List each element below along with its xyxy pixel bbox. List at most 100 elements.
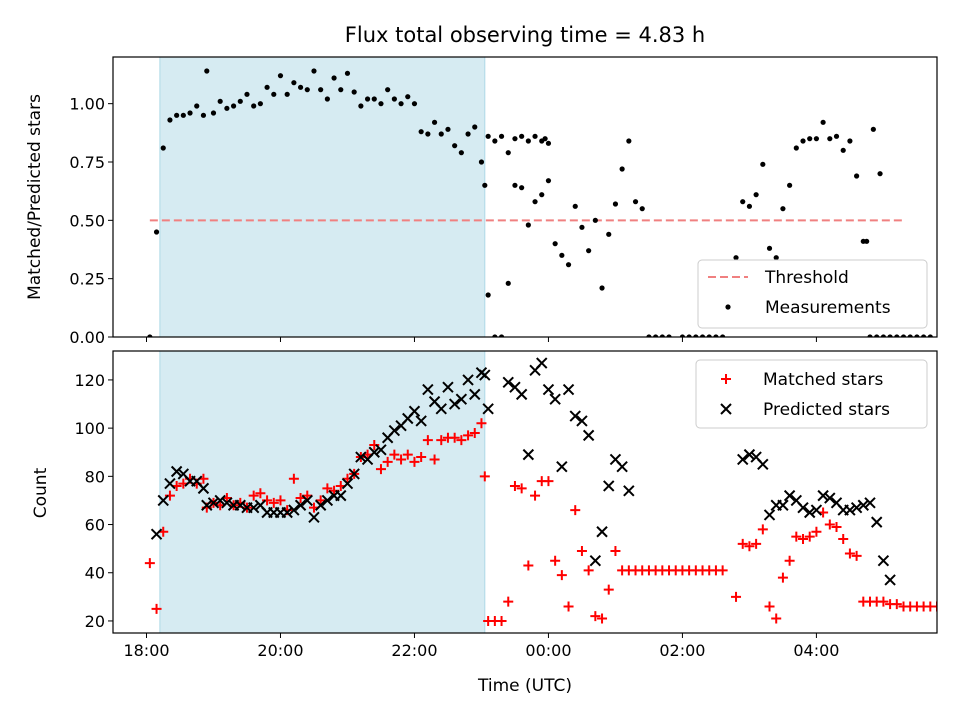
predicted-stars-point	[234, 499, 246, 511]
predicted-stars-point	[810, 504, 823, 516]
matched-stars-point	[932, 601, 937, 612]
measurements-point	[894, 334, 900, 337]
measurements-point	[579, 224, 585, 230]
measurements-point	[639, 206, 645, 212]
predicted-stars-point	[207, 497, 220, 509]
measurements-point	[411, 101, 418, 107]
measurements-point	[324, 96, 330, 102]
matched-stars-point	[315, 495, 326, 506]
measurements-point	[880, 334, 887, 337]
matched-stars-point	[764, 601, 775, 612]
x-tick-label: 22:00	[391, 641, 437, 660]
matched-stars-point	[583, 565, 594, 576]
measurements-point	[318, 87, 324, 93]
measurements-point	[887, 334, 893, 337]
predicted-stars-point	[415, 415, 427, 427]
measurements-point	[699, 334, 706, 337]
x-tick-label: 20:00	[257, 641, 303, 660]
measurements-point	[358, 103, 364, 109]
measurements-point	[646, 334, 652, 337]
matched-stars-point	[429, 454, 440, 465]
measurements-point	[793, 145, 799, 151]
measurements-point	[472, 124, 478, 130]
axes-frame	[112, 56, 938, 338]
matched-stars-point	[891, 599, 902, 610]
matched-stars-point	[838, 534, 849, 544]
matched-stars-point	[479, 471, 490, 482]
predicted-stars-point	[247, 501, 260, 514]
measurements-point	[807, 136, 813, 142]
measurements-point	[425, 131, 431, 137]
ratio-y-axis-label: Matched/Predicted stars	[25, 94, 45, 300]
measurements-point	[485, 133, 491, 139]
measurements-point	[482, 182, 488, 188]
predicted-stars-point	[824, 492, 836, 504]
matched-stars-point	[597, 613, 608, 624]
measurements-point	[733, 255, 739, 261]
predicted-stars-point	[164, 477, 176, 490]
matched-stars-point	[771, 613, 782, 624]
matched-stars-point	[144, 558, 155, 569]
predicted-stars-point	[857, 499, 870, 511]
predicted-stars-point	[616, 460, 628, 473]
predicted-stars-point	[422, 383, 434, 396]
measurements-point	[539, 192, 545, 198]
measurements-point	[505, 280, 511, 286]
measurements-point	[371, 96, 377, 102]
matched-stars-point	[449, 432, 460, 443]
matched-stars-point	[322, 483, 333, 494]
measurements-point	[512, 182, 518, 188]
measurements-point	[284, 91, 290, 97]
predicted-stars-point	[777, 499, 789, 511]
predicted-stars-point	[355, 451, 367, 463]
measurements-point	[174, 112, 180, 118]
matched-stars-point	[496, 615, 507, 626]
x-tick-label: 02:00	[659, 641, 705, 660]
predicted-stars-point	[341, 477, 354, 490]
measurements-point	[679, 334, 686, 337]
predicted-stars-point	[542, 383, 555, 396]
matched-stars-point	[456, 435, 467, 446]
matched-stars-point	[824, 519, 835, 530]
predicted-stars-point	[864, 497, 876, 509]
matched-stars-point	[530, 490, 541, 501]
matched-stars-point	[550, 555, 561, 566]
y-tick-label: 0.25	[69, 270, 105, 289]
predicted-stars-point	[170, 465, 183, 478]
matched-stars-point	[576, 546, 587, 557]
legend-threshold-label: Threshold	[764, 268, 849, 288]
matched-stars-point	[798, 534, 809, 544]
measurements-point	[706, 334, 712, 337]
matched-stars-point	[342, 473, 353, 484]
measurements-point	[445, 126, 451, 132]
measurements-point	[833, 133, 840, 139]
matched-stars-point	[402, 449, 413, 460]
measurements-point	[351, 89, 357, 95]
predicted-stars-point	[455, 393, 468, 405]
measurements-point	[565, 262, 572, 268]
measurements-point	[626, 138, 632, 144]
measurements-point	[200, 112, 207, 118]
measurements-point	[753, 192, 759, 198]
matched-stars-point	[791, 531, 802, 542]
measurements-point	[147, 334, 153, 337]
matched-stars-point	[811, 526, 822, 537]
measurements-point	[438, 131, 444, 137]
measurements-point	[746, 203, 753, 209]
measurements-point	[864, 238, 870, 244]
predicted-stars-point	[556, 460, 568, 473]
matched-stars-point	[275, 495, 286, 506]
measurements-point	[244, 91, 250, 97]
x-axis-label: Time (UTC)	[477, 676, 572, 696]
predicted-stars-point	[603, 480, 615, 492]
measurements-point	[418, 129, 424, 135]
measurements-point	[592, 217, 598, 223]
measurements-point	[813, 136, 820, 142]
measurements-point	[686, 334, 692, 337]
y-tick-label: 0.00	[69, 328, 105, 347]
measurements-point	[532, 133, 538, 139]
matched-stars-point	[851, 550, 862, 561]
matched-stars-point	[563, 601, 574, 612]
matched-stars-point	[476, 418, 487, 429]
legend-predicted-label: Predicted stars	[763, 400, 890, 420]
